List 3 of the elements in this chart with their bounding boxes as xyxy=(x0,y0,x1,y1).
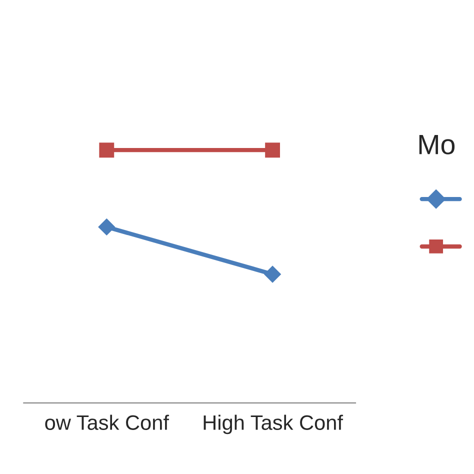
x-tick-label: ow Task Conf xyxy=(45,414,170,430)
legend-title: Mo xyxy=(419,135,455,154)
x-tick-label: High Task Conf xyxy=(204,414,344,434)
